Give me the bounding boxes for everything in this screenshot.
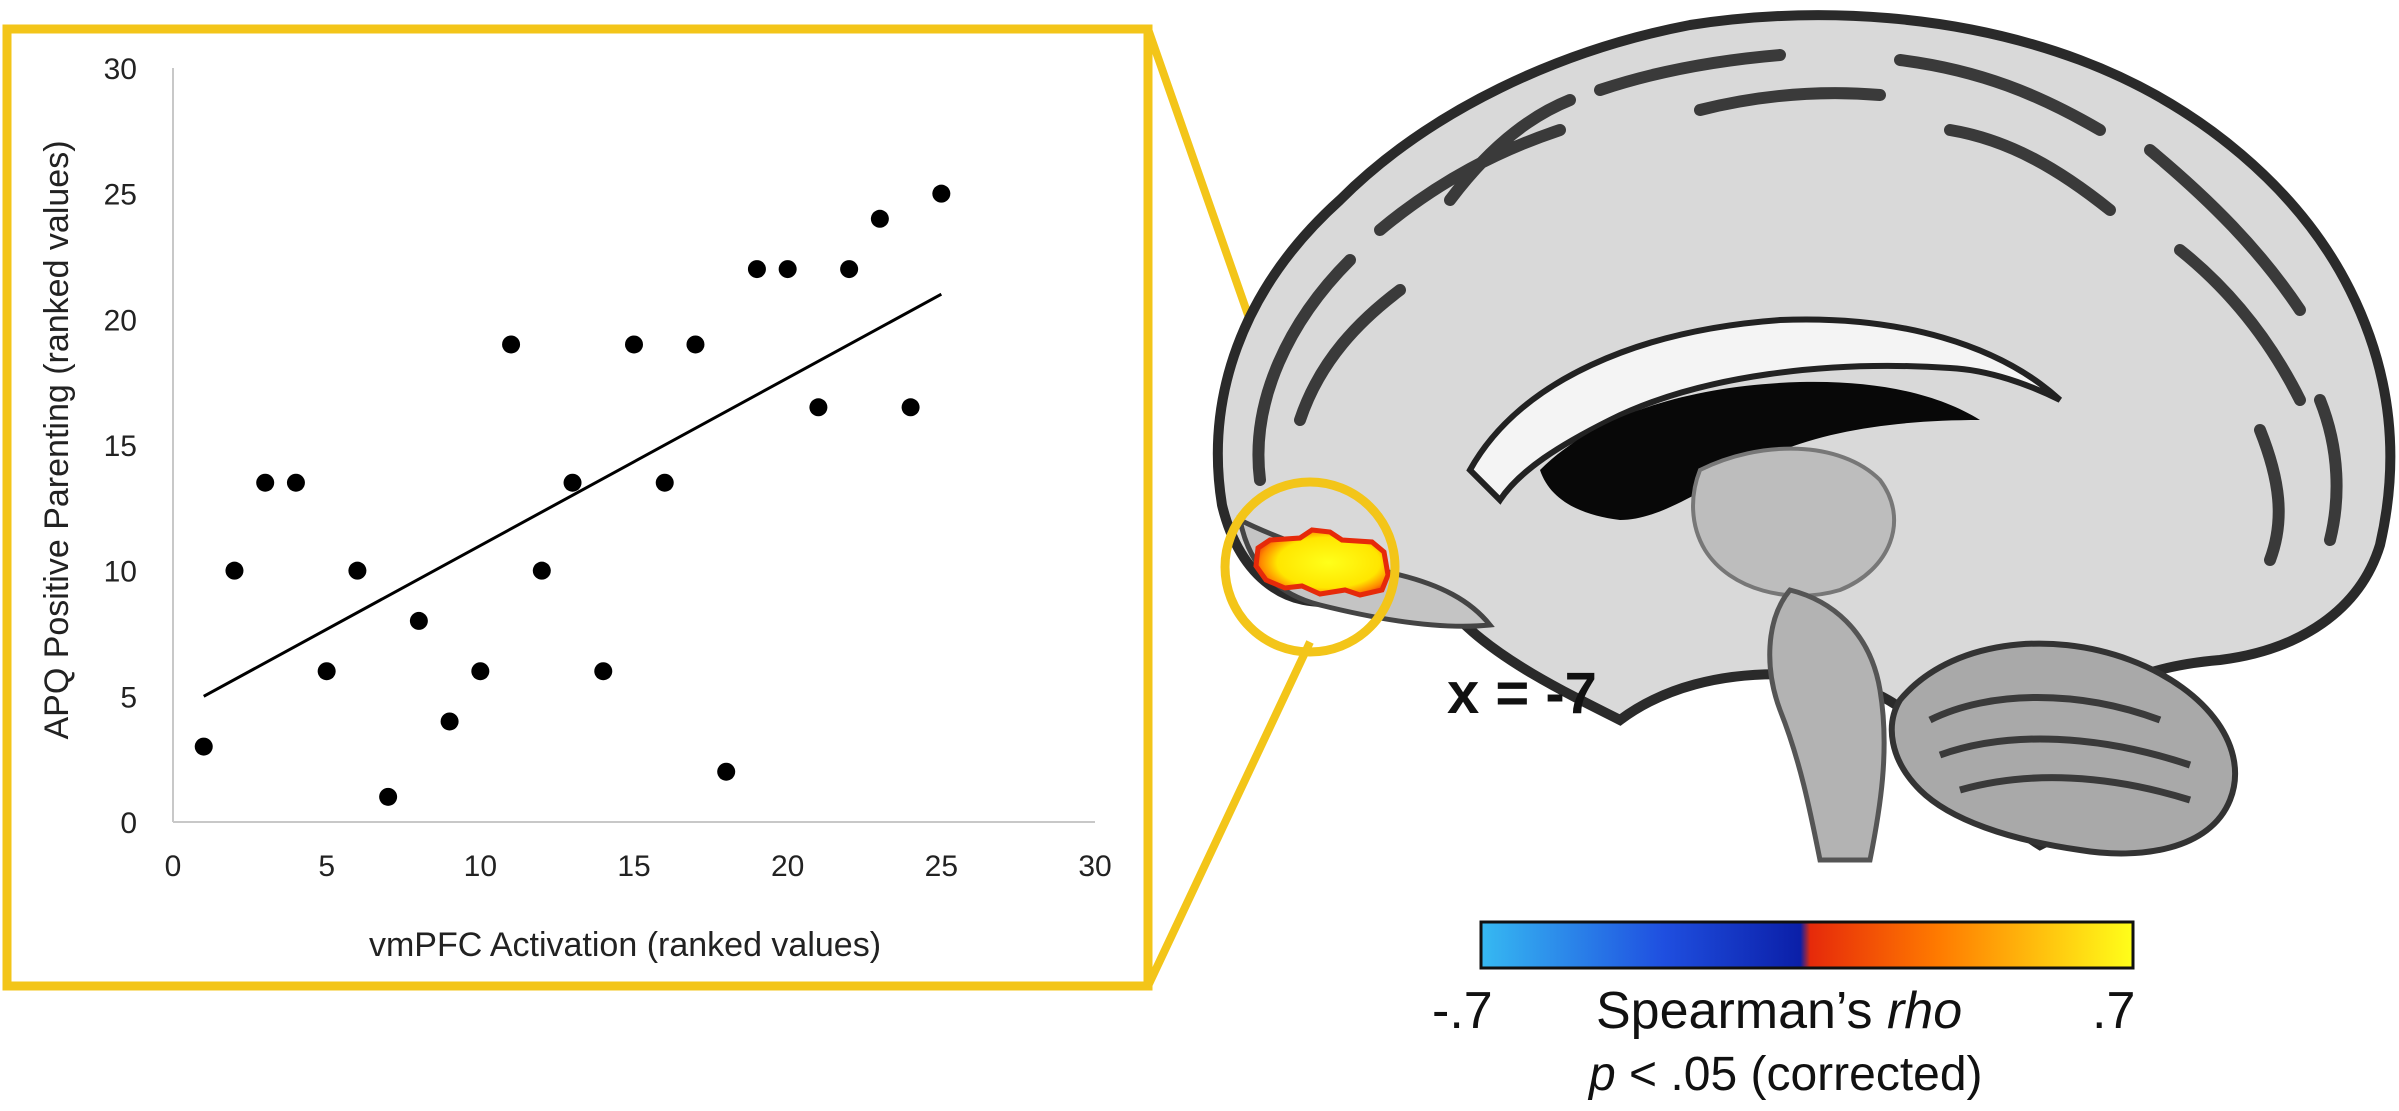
data-point [901, 398, 920, 417]
data-point [532, 561, 551, 580]
x-tick-label: 25 [925, 850, 958, 883]
colorbar-subtitle: p < .05 (corrected) [1587, 1048, 1983, 1101]
data-point [317, 662, 336, 681]
colorbar-title: Spearman’s rho [1596, 982, 1962, 1040]
activation-cluster [1253, 527, 1391, 598]
data-point [348, 561, 367, 580]
trendline [203, 292, 943, 698]
colorbar-gradient [1479, 920, 2135, 970]
slice-coordinate-label: x = -7 [1447, 661, 1597, 726]
x-tick-label: 0 [165, 850, 182, 883]
scatter-chart: 0 5 10 15 20 25 30 0 5 10 15 20 25 30 vmPFC Activati… [38, 53, 1112, 964]
data-point [747, 260, 766, 279]
data-points [194, 184, 951, 806]
y-axis-title: APQ Positive Parenting (ranked values) [38, 140, 76, 739]
y-tick-label: 0 [120, 807, 137, 840]
x-tick-label: 15 [617, 850, 650, 883]
data-point [286, 473, 305, 492]
highlight-circle [1220, 477, 1400, 657]
brain-slice: x = -7 [1212, 10, 2396, 863]
x-tick-label: 5 [318, 850, 335, 883]
data-point [717, 762, 736, 781]
data-point [256, 473, 275, 492]
data-point [409, 611, 428, 630]
connector-line-bottom [1144, 640, 1314, 988]
data-point [778, 260, 797, 279]
zoom-frame [2, 24, 1153, 991]
cerebellum-folia [1928, 694, 2192, 804]
data-point [932, 184, 951, 203]
x-axis-title: vmPFC Activation (ranked values) [369, 926, 881, 964]
y-tick-label: 20 [104, 304, 137, 337]
thalamus [1691, 446, 1897, 598]
x-tick-label: 20 [771, 850, 804, 883]
data-point [225, 561, 244, 580]
x-tick-labels: 0 5 10 15 20 25 30 [165, 850, 1112, 883]
corpus-callosum [1466, 316, 2063, 505]
data-point [870, 209, 889, 228]
data-point [563, 473, 582, 492]
x-tick-label: 10 [464, 850, 497, 883]
colorbar: -.7 .7 Spearman’s rho p < .05 (corrected… [1432, 920, 2135, 1101]
y-tick-labels: 0 5 10 15 20 25 30 [104, 53, 137, 840]
data-point [686, 335, 705, 354]
y-tick-label: 15 [104, 430, 137, 463]
data-point [655, 473, 674, 492]
x-tick-label: 30 [1078, 850, 1111, 883]
data-point [840, 260, 859, 279]
data-point [625, 335, 643, 354]
y-tick-label: 10 [104, 556, 137, 589]
data-point [194, 737, 213, 756]
data-point [379, 787, 398, 806]
colorbar-min-label: -.7 [1432, 982, 1493, 1040]
brainstem [1767, 587, 1887, 863]
y-tick-label: 5 [120, 681, 137, 714]
data-point [471, 662, 490, 681]
y-tick-label: 25 [104, 179, 137, 212]
cortex-gyri [1252, 49, 2343, 566]
colorbar-max-label: .7 [2092, 982, 2135, 1040]
data-point [502, 335, 521, 354]
data-point [440, 712, 459, 731]
data-point [809, 398, 828, 417]
cerebellum [1888, 640, 2238, 857]
data-point [594, 662, 613, 681]
y-tick-label: 30 [104, 53, 137, 86]
